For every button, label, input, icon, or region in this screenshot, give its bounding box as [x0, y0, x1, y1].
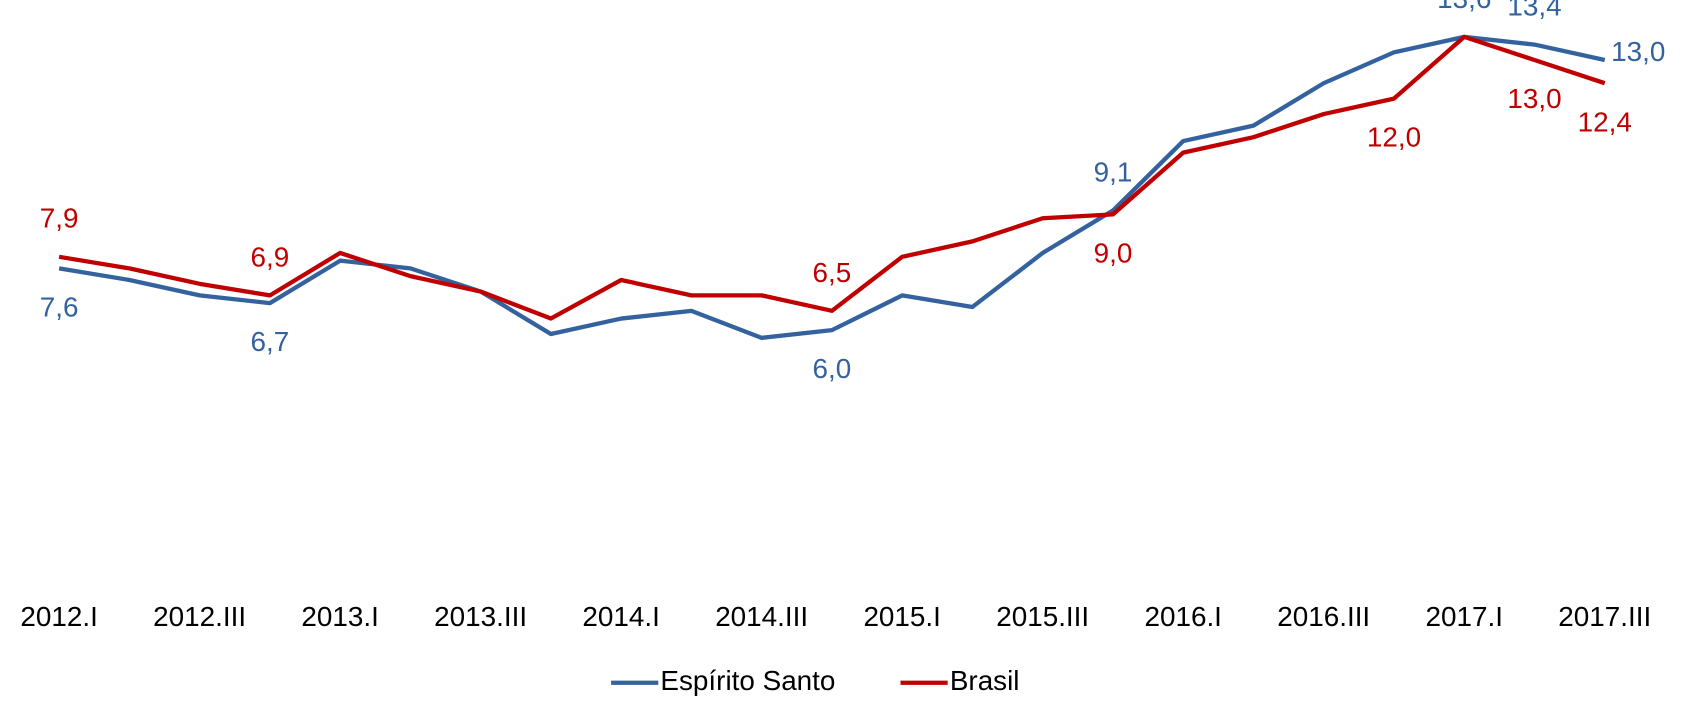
x-tick-label: 2014.III [715, 601, 808, 632]
data-label: 7,9 [40, 203, 79, 234]
x-tick-label: 2017.I [1425, 601, 1502, 632]
data-label: 6,0 [813, 353, 852, 384]
data-label: 12,4 [1578, 106, 1632, 137]
data-label: 6,9 [251, 241, 290, 272]
x-tick-label: 2016.III [1277, 601, 1370, 632]
data-label: 6,5 [813, 257, 852, 288]
x-tick-label: 2015.I [863, 601, 940, 632]
x-tick-label: 2015.III [996, 601, 1089, 632]
data-label: 13,0 [1611, 36, 1665, 67]
line-series [58, 34, 1606, 340]
data-label: 13,0 [1507, 83, 1561, 114]
x-tick-label: 2017.III [1558, 601, 1651, 632]
data-label: 13,6 [1437, 0, 1491, 14]
x-tick-label: 2012.I [20, 601, 97, 632]
data-label: 9,0 [1094, 237, 1133, 268]
legend-label: Brasil [950, 665, 1020, 696]
line-series [58, 34, 1606, 321]
x-tick-label: 2014.I [582, 601, 659, 632]
data-label: 9,1 [1094, 156, 1133, 187]
x-tick-label: 2016.I [1144, 601, 1221, 632]
data-label: 12,0 [1367, 122, 1421, 153]
x-tick-label: 2013.III [434, 601, 527, 632]
x-tick-label: 2013.I [301, 601, 378, 632]
data-label: 6,7 [251, 326, 290, 357]
data-label: 13,4 [1507, 0, 1561, 22]
legend-label: Espírito Santo [660, 665, 835, 696]
data-label: 7,6 [40, 291, 79, 322]
x-tick-label: 2012.III [153, 601, 246, 632]
